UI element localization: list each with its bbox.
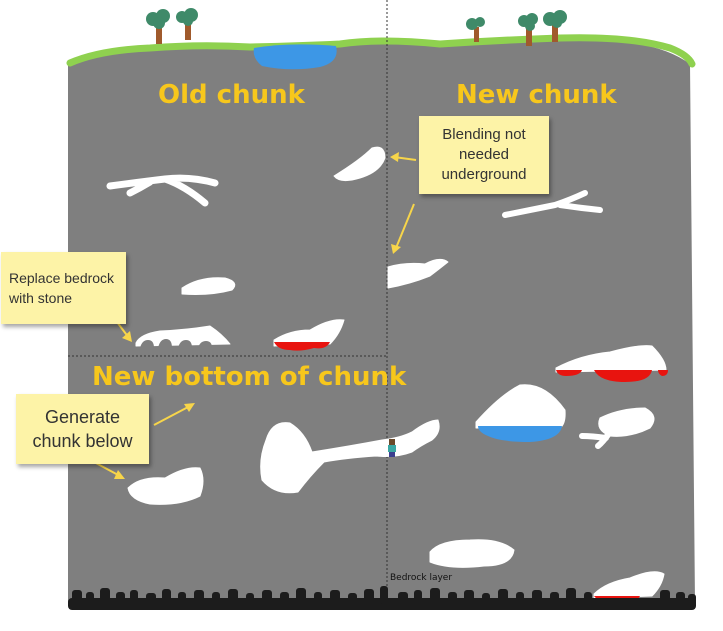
note-replace-bedrock-text: Replace bedrock with stone	[9, 270, 115, 306]
note-generate-below: Generate chunk below	[16, 394, 149, 464]
cave	[579, 429, 613, 449]
tree-icon	[176, 8, 198, 40]
bedrock-stub	[178, 340, 192, 348]
cave	[135, 325, 231, 347]
lava-pool	[594, 370, 652, 382]
bedrock-bumps	[72, 586, 696, 604]
cave	[273, 319, 345, 347]
stone-body	[68, 39, 695, 605]
bedrock-stub	[198, 341, 212, 348]
tree-icon	[146, 9, 170, 44]
player-icon	[388, 439, 396, 457]
bedrock-layer-label: Bedrock layer	[390, 573, 453, 583]
cave	[106, 174, 219, 207]
tree-icon	[518, 13, 538, 46]
cave	[387, 258, 449, 289]
new-bottom-heading: New bottom of chunk	[92, 362, 407, 392]
lava-pool	[658, 370, 668, 376]
tree-icon	[543, 10, 567, 42]
cave	[333, 146, 386, 182]
arrow-icon	[153, 403, 195, 426]
cave	[475, 384, 566, 429]
cave	[598, 407, 655, 437]
bedrock-stub	[158, 339, 172, 348]
old-chunk-heading: Old chunk	[158, 80, 305, 110]
cave	[127, 467, 204, 505]
note-blending-text: Blending not needed underground	[441, 126, 527, 183]
cave-water	[478, 426, 562, 442]
lava-pool	[274, 342, 330, 351]
lava-pool	[556, 370, 582, 376]
arrow-icon	[93, 461, 125, 479]
note-blending: Blending not needed underground	[419, 116, 549, 194]
cave	[555, 345, 667, 373]
surface-pond	[253, 44, 337, 70]
arrow-icon	[391, 203, 415, 254]
grass-surface	[66, 34, 696, 68]
cave	[260, 419, 440, 494]
cave	[429, 539, 515, 568]
cave	[502, 190, 603, 218]
tree-icon	[466, 17, 485, 42]
arrow-icon	[116, 321, 132, 342]
arrow-icon	[390, 152, 417, 162]
new-chunk-heading: New chunk	[456, 80, 617, 110]
note-generate-below-text: Generate chunk below	[32, 407, 133, 451]
note-replace-bedrock: Replace bedrock with stone	[1, 252, 126, 324]
cave	[593, 571, 665, 599]
cave	[181, 277, 236, 295]
bedrock-stub	[140, 340, 154, 348]
